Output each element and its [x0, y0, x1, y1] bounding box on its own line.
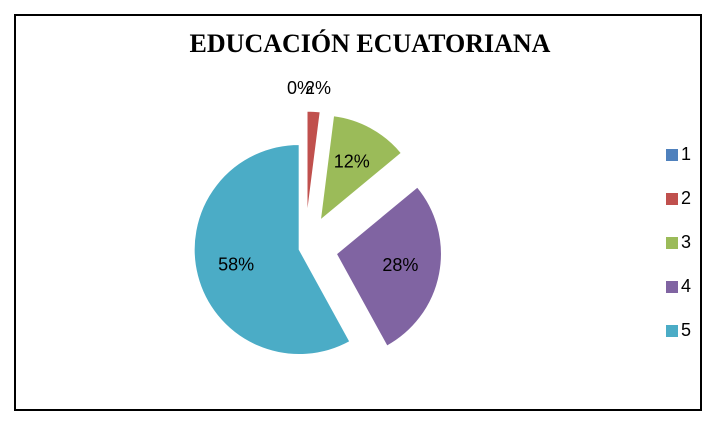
legend-label: 2 [681, 188, 691, 208]
legend-swatch [666, 281, 678, 293]
legend-label: 1 [681, 144, 691, 164]
legend-swatch [666, 237, 678, 249]
pie-slice [335, 186, 442, 347]
data-label: 2% [305, 78, 331, 98]
pie-slice [306, 110, 321, 217]
pie-slice [193, 143, 351, 355]
data-label: 58% [218, 254, 254, 274]
pie-slice [319, 115, 403, 222]
legend-label: 5 [681, 320, 691, 340]
data-label: 12% [334, 152, 370, 172]
legend-swatch [666, 325, 678, 337]
data-label: 0% [287, 78, 313, 98]
chart-title: EDUCACIÓN ECUATORIANA [190, 29, 551, 58]
chart-border [14, 14, 702, 411]
legend-label: 3 [681, 232, 691, 252]
legend-label: 4 [681, 276, 691, 296]
legend-swatch [666, 149, 678, 161]
data-label: 28% [382, 255, 418, 275]
legend-swatch [666, 193, 678, 205]
